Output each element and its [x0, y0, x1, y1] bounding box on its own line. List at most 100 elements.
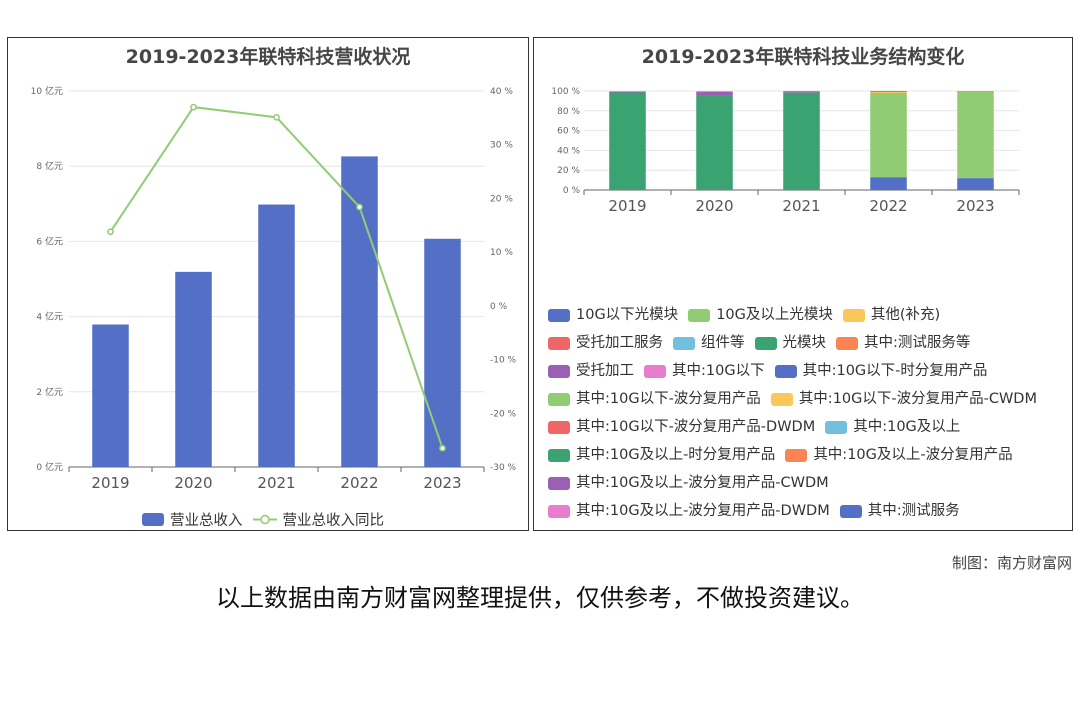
- legend-swatch: [548, 449, 570, 462]
- y-tick-label: 6 亿元: [36, 235, 63, 247]
- stacked-bar-segment: [870, 91, 907, 93]
- legend-label: 其中:测试服务等: [864, 335, 971, 351]
- legend-swatch: [785, 449, 808, 462]
- legend-item[interactable]: 10G及以上光模块: [688, 303, 833, 328]
- legend-swatch: [548, 309, 570, 322]
- legend-item[interactable]: 其中:10G及以上-波分复用产品-CWDM: [548, 471, 829, 496]
- revenue-chart-plot: 0 亿元 2 亿元 4 亿元 6 亿元 8 亿元 10 亿元 -30 % -20 % -10 %…: [31, 85, 517, 492]
- x-tick-label: 2020: [695, 197, 733, 215]
- revenue-chart-legend: 营业总收入 营业总收入同比: [8, 507, 528, 532]
- y2-tick-label: -10 %: [490, 356, 517, 366]
- legend-label: 其中:10G及以上: [853, 419, 961, 435]
- stacked-bar-segment: [870, 177, 907, 190]
- legend-item[interactable]: 光模块: [754, 331, 826, 356]
- x-tick-label: 2021: [782, 197, 820, 215]
- revenue-chart-title: 2019-2023年联特科技营收状况: [125, 46, 411, 68]
- legend-swatch: [548, 505, 570, 518]
- legend-item[interactable]: 组件等: [673, 331, 745, 356]
- y2-tick-label: 20 %: [490, 194, 513, 204]
- x-tick-label: 2022: [869, 197, 907, 215]
- legend-swatch: [774, 365, 797, 378]
- legend-item[interactable]: 10G以下光模块: [548, 303, 678, 328]
- y-tick-label: 60 %: [557, 127, 580, 137]
- legend-item[interactable]: 营业总收入同比: [252, 507, 385, 532]
- legend-item[interactable]: 其中:10G及以上: [825, 415, 960, 440]
- y-tick-label: 40 %: [557, 146, 580, 156]
- yoy-growth-point: [107, 228, 114, 236]
- legend-item[interactable]: 其中:10G及以上-波分复用产品-DWDM: [548, 499, 830, 524]
- legend-item[interactable]: 受托加工: [548, 359, 634, 384]
- legend-swatch: [754, 337, 777, 350]
- y2-tick-label: -20 %: [490, 409, 517, 419]
- legend-label: 其中:10G以下: [672, 363, 765, 379]
- yoy-growth-point: [273, 113, 280, 121]
- yoy-growth-point: [439, 444, 446, 452]
- legend-item[interactable]: 其中:10G及以上-时分复用产品: [548, 443, 775, 468]
- legend-item[interactable]: 其他(补充): [842, 303, 941, 328]
- y2-tick-label: 40 %: [490, 87, 513, 97]
- x-tick-label: 2019: [608, 197, 646, 215]
- revenue-bar: [175, 271, 212, 467]
- stacked-bar-segment: [870, 91, 907, 92]
- legend-swatch: [548, 477, 570, 490]
- legend-label: 其中:测试服务: [867, 503, 960, 519]
- legend-swatch: [825, 421, 848, 434]
- legend-item[interactable]: 营业总收入: [142, 507, 243, 532]
- legend-label: 其中:10G以下-波分复用产品-CWDM: [798, 391, 1037, 407]
- y-tick-label: 20 %: [557, 166, 580, 176]
- legend-label: 受托加工: [576, 363, 634, 379]
- legend-item[interactable]: 受托加工服务: [548, 331, 663, 356]
- stacked-bar-segment: [957, 178, 994, 190]
- legend-label: 组件等: [701, 335, 745, 351]
- chart-credit: 制图：南方财富网: [951, 554, 1072, 572]
- structure-chart-legend: 10G以下光模块 10G及以上光模块 其他(补充) 受托加工服务 组件等 光模块 其中:测试…: [548, 303, 1064, 527]
- legend-item[interactable]: 其中:10G以下-波分复用产品-DWDM: [548, 415, 815, 440]
- legend-label: 营业总收入同比: [282, 513, 385, 529]
- y-tick-label: 8 亿元: [36, 160, 63, 172]
- legend-swatch: [839, 505, 862, 518]
- legend-label: 其中:10G以下-波分复用产品: [576, 391, 761, 407]
- revenue-bar: [92, 324, 129, 467]
- revenue-bar: [424, 238, 461, 467]
- legend-item[interactable]: 其中:测试服务: [839, 499, 960, 524]
- legend-label: 其他(补充): [870, 307, 941, 323]
- legend-swatch: [673, 337, 695, 350]
- legend-label: 其中:10G以下-波分复用产品-DWDM: [576, 419, 816, 435]
- x-tick-label: 2021: [257, 474, 295, 492]
- legend-swatch: [688, 309, 711, 322]
- legend-item[interactable]: 其中:10G以下: [644, 359, 765, 384]
- legend-label: 受托加工服务: [576, 335, 663, 351]
- y-tick-label: 4 亿元: [36, 311, 63, 323]
- y-tick-label: 10 亿元: [31, 85, 63, 97]
- y2-tick-label: 30 %: [490, 141, 513, 151]
- legend-item[interactable]: 其中:测试服务等: [836, 331, 970, 356]
- disclaimer-text: 以上数据由南方财富网整理提供，仅供参考，不做投资建议。: [216, 584, 864, 612]
- legend-item[interactable]: 其中:10G及以上-波分复用产品: [785, 443, 1013, 468]
- legend-swatch: [644, 365, 666, 378]
- y-tick-label: 100 %: [551, 87, 580, 97]
- stacked-bar-segment: [870, 92, 907, 178]
- legend-label: 10G以下光模块: [576, 307, 679, 323]
- stacked-bar-segment: [696, 95, 733, 190]
- structure-chart-plot: 0 % 20 % 40 % 60 % 80 % 100 % 2019 2020 2021 2022…: [551, 87, 1020, 215]
- y2-tick-label: 0 %: [490, 302, 508, 312]
- yoy-growth-point: [190, 103, 197, 111]
- legend-label: 其中:10G以下-时分复用产品: [802, 363, 988, 379]
- legend-label: 10G及以上光模块: [716, 307, 833, 323]
- legend-swatch: [842, 309, 865, 322]
- stacked-bar-segment: [609, 91, 646, 93]
- legend-swatch: [548, 393, 570, 406]
- legend-label: 其中:10G及以上-波分复用产品: [813, 447, 1013, 463]
- x-tick-label: 2023: [956, 197, 994, 215]
- y-tick-label: 0 亿元: [36, 461, 63, 473]
- x-tick-label: 2022: [340, 474, 378, 492]
- y2-tick-label: 10 %: [490, 248, 513, 258]
- legend-item[interactable]: 其中:10G以下-波分复用产品: [548, 387, 761, 412]
- legend-item[interactable]: 其中:10G以下-波分复用产品-CWDM: [770, 387, 1037, 412]
- revenue-chart-panel: 2019-2023年联特科技营收状况 0 亿元 2 亿元 4 亿元 6 亿元 8 亿元 1…: [7, 37, 529, 531]
- revenue-bar: [341, 156, 378, 467]
- legend-item[interactable]: 其中:10G以下-时分复用产品: [774, 359, 988, 384]
- x-tick-label: 2023: [423, 474, 461, 492]
- structure-chart-title: 2019-2023年联特科技业务结构变化: [641, 46, 965, 68]
- x-tick-label: 2019: [91, 474, 129, 492]
